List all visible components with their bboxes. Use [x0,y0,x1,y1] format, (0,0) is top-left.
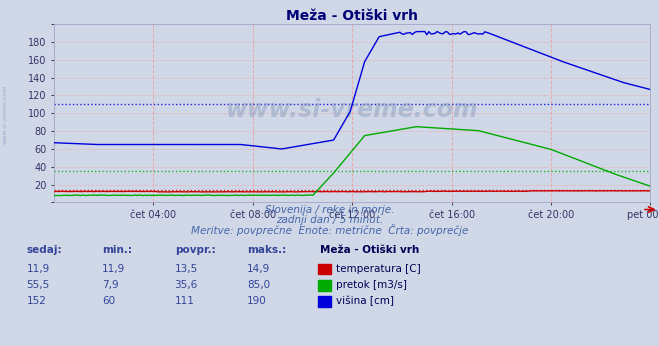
Title: Meža - Otiški vrh: Meža - Otiški vrh [286,9,418,23]
Text: www.si-vreme.com: www.si-vreme.com [3,84,8,144]
Text: višina [cm]: višina [cm] [336,295,394,306]
Text: 85,0: 85,0 [247,280,270,290]
Text: Meritve: povprečne  Enote: metrične  Črta: povprečje: Meritve: povprečne Enote: metrične Črta:… [191,224,468,236]
Text: 60: 60 [102,296,115,306]
Text: 11,9: 11,9 [102,264,125,274]
Text: 152: 152 [26,296,46,306]
Text: 7,9: 7,9 [102,280,119,290]
Text: 55,5: 55,5 [26,280,49,290]
Text: pretok [m3/s]: pretok [m3/s] [336,280,407,290]
Text: min.:: min.: [102,245,132,255]
Text: 35,6: 35,6 [175,280,198,290]
Text: 13,5: 13,5 [175,264,198,274]
Text: povpr.:: povpr.: [175,245,215,255]
Text: Meža - Otiški vrh: Meža - Otiški vrh [320,245,419,255]
Text: maks.:: maks.: [247,245,287,255]
Text: 11,9: 11,9 [26,264,49,274]
Text: 14,9: 14,9 [247,264,270,274]
Text: 111: 111 [175,296,194,306]
Text: www.si-vreme.com: www.si-vreme.com [226,98,478,122]
Text: Slovenija / reke in morje.: Slovenija / reke in morje. [265,205,394,215]
Text: temperatura [C]: temperatura [C] [336,264,421,274]
Text: zadnji dan / 5 minut.: zadnji dan / 5 minut. [276,215,383,225]
Text: sedaj:: sedaj: [26,245,62,255]
Text: 190: 190 [247,296,267,306]
